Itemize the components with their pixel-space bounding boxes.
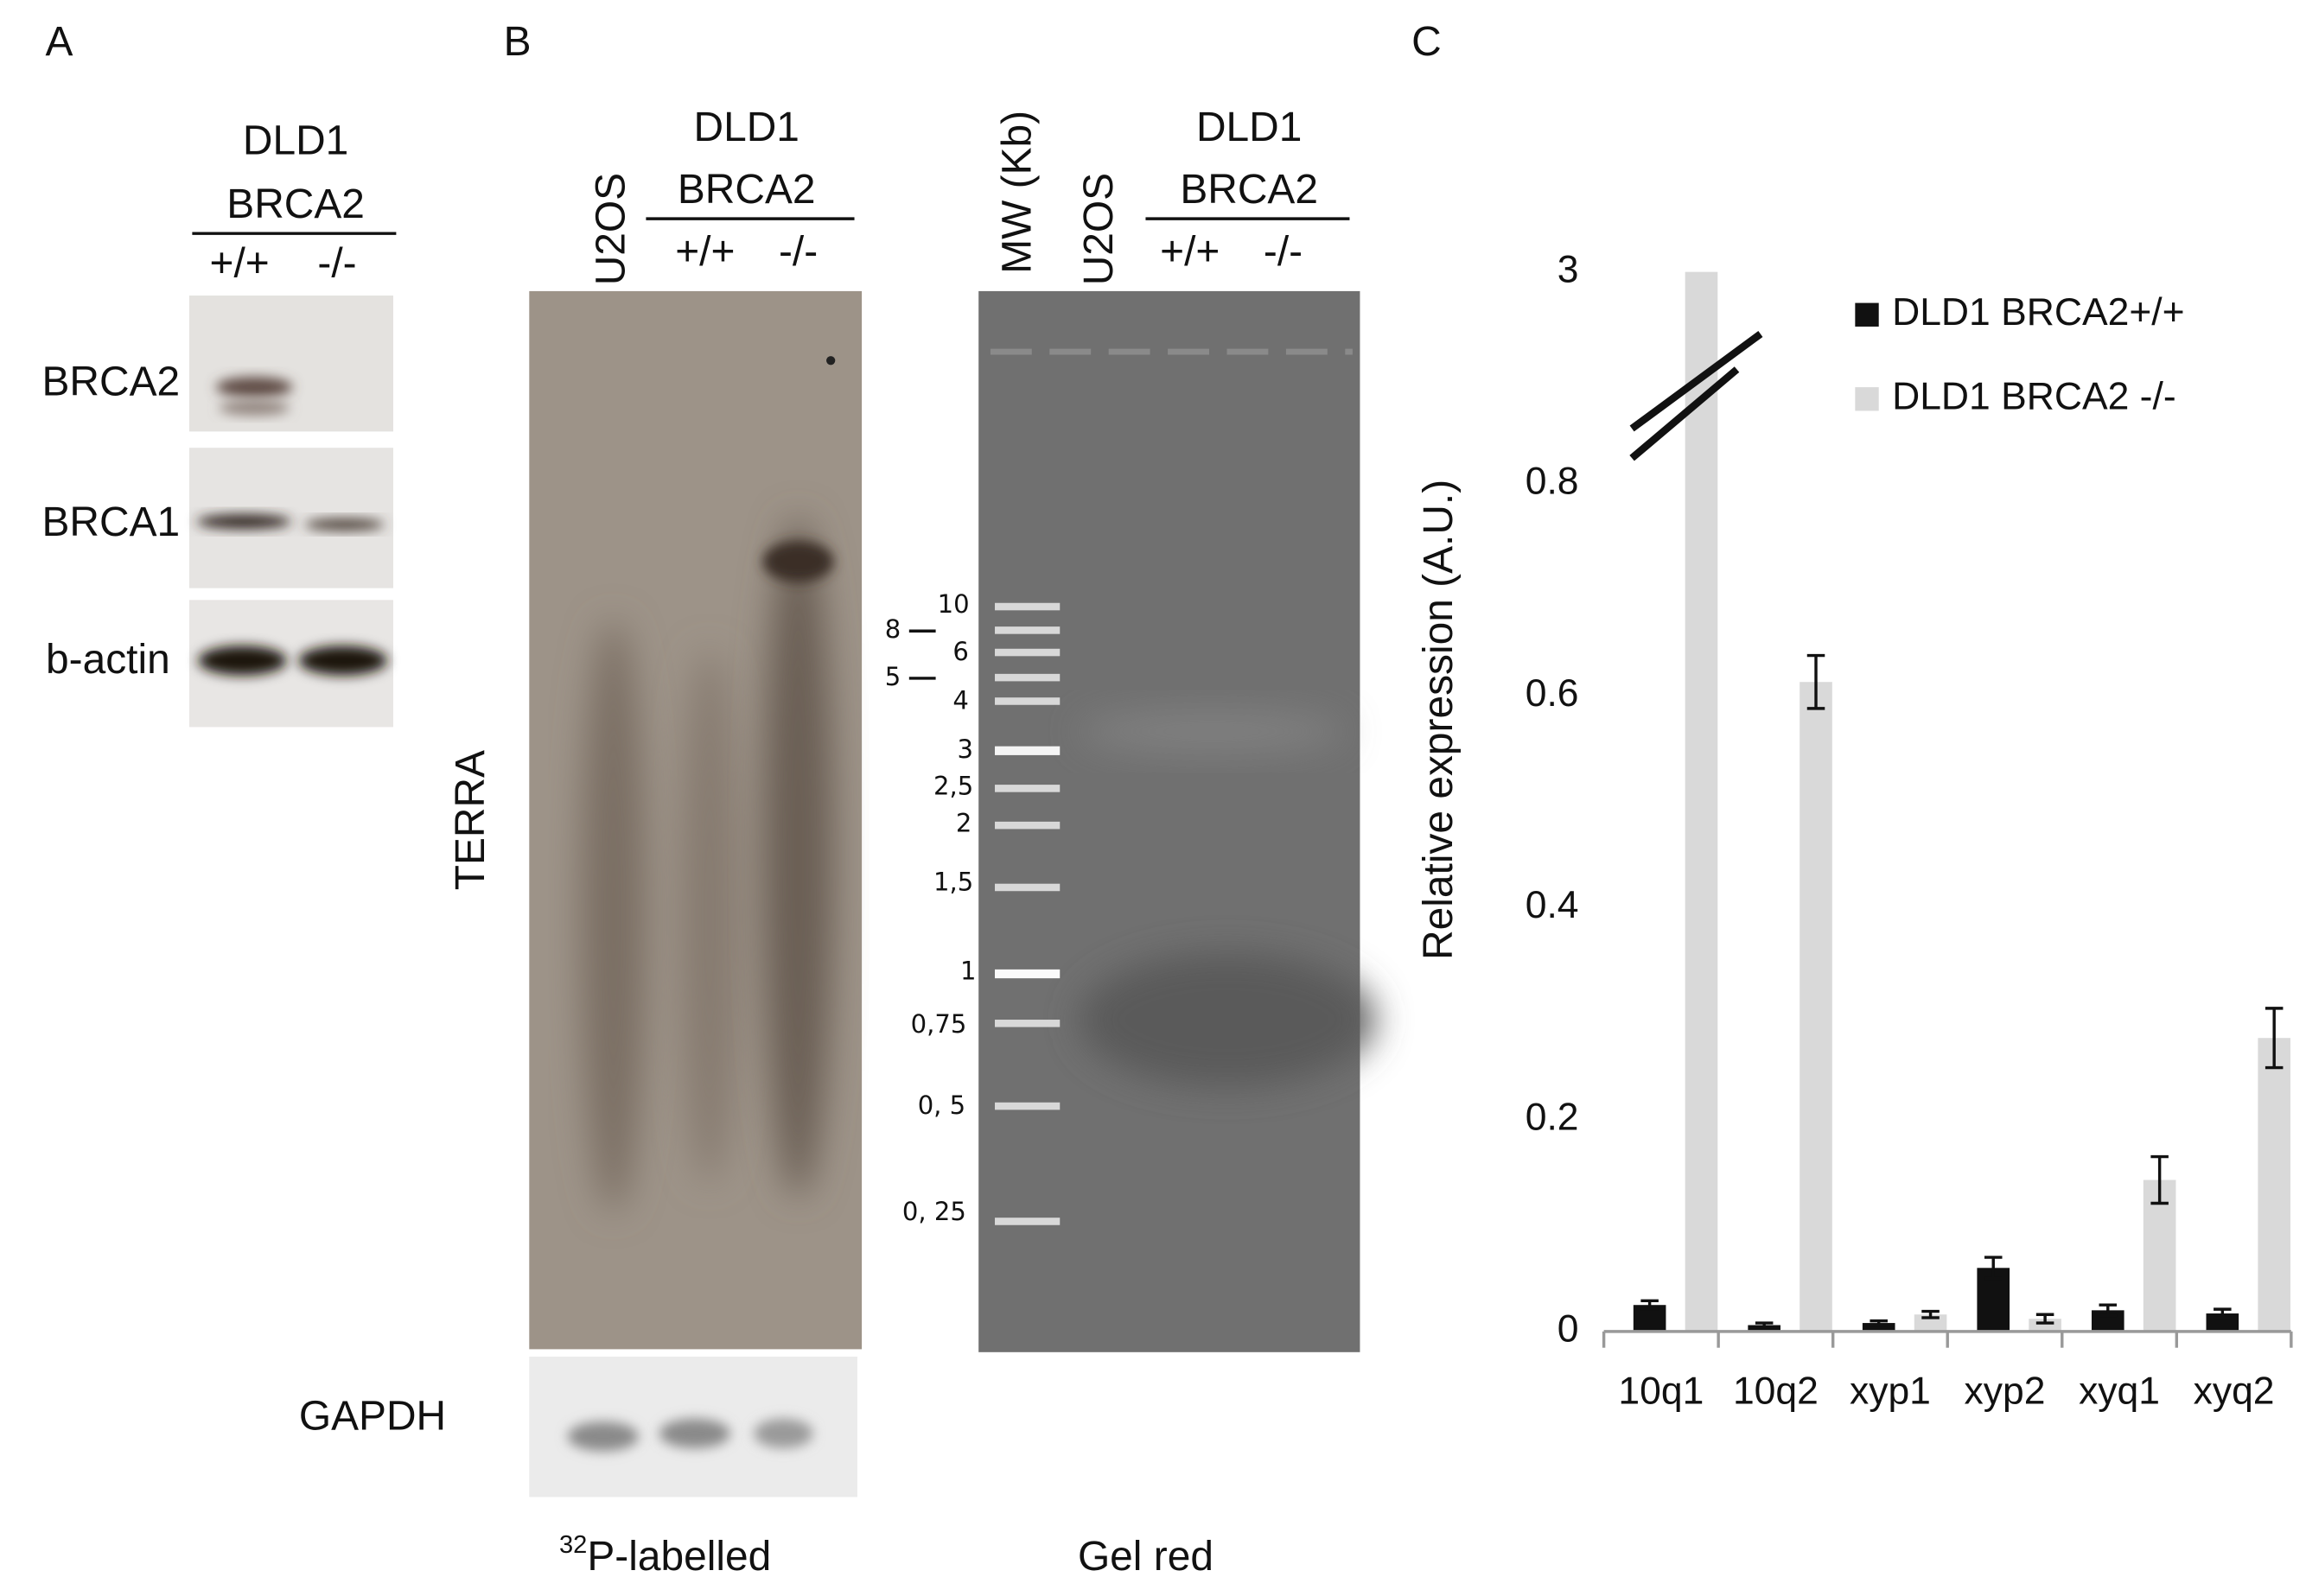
legend-swatch <box>1855 387 1879 411</box>
ladder-label: 8 <box>885 614 901 644</box>
error-bar <box>2099 1303 2118 1318</box>
blot-label: BRCA1 <box>41 499 180 545</box>
western-blots <box>188 296 393 728</box>
agarose-gel <box>978 290 1375 1352</box>
cell-line: DLD1 <box>693 105 799 150</box>
bar-chart: 0 0.2 0.4 0.6 0.8 3 10q1 10q2 xyp1 xyp2 xyq1 xyq2 DL… <box>1526 248 2293 1412</box>
gene: BRCA2 <box>226 181 365 227</box>
lane-label: U2OS <box>588 173 634 285</box>
ladder-label: 1 <box>960 956 977 985</box>
blot-label: b-actin <box>46 637 170 683</box>
ladder-label: 4 <box>952 685 969 715</box>
genotype: +/+ <box>209 240 269 286</box>
ladder-label: 1,5 <box>933 868 973 897</box>
bar <box>1800 682 1832 1332</box>
y-tick-label: 0 <box>1558 1308 1579 1351</box>
genotype: -/- <box>317 240 356 286</box>
panel-letter: C <box>1411 19 1442 65</box>
ladder-label: 0, 25 <box>902 1197 966 1226</box>
ladder-label: 2 <box>956 808 972 837</box>
axis-break <box>1629 331 1763 432</box>
ladder-label: 10 <box>938 589 970 619</box>
error-bar <box>1984 1256 2003 1281</box>
axis-break <box>1629 366 1740 461</box>
blot-label: BRCA2 <box>41 359 180 404</box>
bar <box>1862 1323 1895 1332</box>
bar <box>2258 1038 2290 1332</box>
x-tick-label: xyp1 <box>1850 1370 1931 1412</box>
error-bar <box>2265 1007 2284 1070</box>
x-tick-label: xyq1 <box>2079 1370 2160 1412</box>
lane-label: MW (Kb) <box>995 111 1041 274</box>
legend-label: DLD1 BRCA2+/+ <box>1892 291 2185 334</box>
probe-label: TERRA <box>448 750 494 890</box>
gapdh-blot <box>529 1356 857 1497</box>
ladder-label: 0, 5 <box>918 1090 965 1120</box>
genotype: -/- <box>1264 229 1303 275</box>
gene: BRCA2 <box>678 167 816 213</box>
superscript: 32 <box>559 1531 587 1559</box>
panel-letter: A <box>45 19 73 65</box>
terra-caption: 32P-labelled <box>559 1531 771 1580</box>
ladder-label: 6 <box>952 637 969 666</box>
loading-label: GAPDH <box>299 1393 446 1439</box>
y-axis-label: Relative expression (A.U.) <box>1416 480 1462 960</box>
caption-text: P-labelled <box>587 1534 771 1580</box>
error-bar <box>1640 1299 1659 1311</box>
ladder-labels: 10 8 6 5 4 3 2,5 2 1,5 1 0,75 0, 5 0, 25 <box>885 589 977 1226</box>
error-bar <box>2035 1313 2054 1325</box>
y-tick-label: 0.2 <box>1526 1096 1579 1138</box>
error-bar <box>1921 1309 1940 1319</box>
y-tick-label: 0.8 <box>1526 461 1579 503</box>
terra-northern-blot <box>529 290 863 1350</box>
ladder-label: 0,75 <box>911 1009 967 1039</box>
y-tick-label: 0.4 <box>1526 884 1579 926</box>
bar <box>1685 271 1718 1332</box>
error-bar <box>2150 1154 2169 1205</box>
gel-caption: Gel red <box>1078 1534 1214 1580</box>
y-tick-label: 0.6 <box>1526 672 1579 715</box>
genotype: +/+ <box>675 229 735 275</box>
cell-line: DLD1 <box>1196 105 1302 150</box>
gene: BRCA2 <box>1180 167 1318 213</box>
error-bar <box>1806 653 1825 710</box>
x-tick-label: 10q1 <box>1618 1370 1704 1412</box>
ladder-label: 2,5 <box>933 772 973 801</box>
error-bar <box>2214 1307 2232 1319</box>
y-tick-label: 3 <box>1558 248 1579 290</box>
ladder-label: 3 <box>958 734 974 764</box>
error-bar <box>1870 1319 1888 1327</box>
genotype: -/- <box>779 229 818 275</box>
bar <box>2143 1180 2176 1332</box>
cell-line: DLD1 <box>243 118 348 164</box>
panel-letter: B <box>504 19 532 65</box>
x-tick-label: xyp2 <box>1965 1370 2046 1412</box>
x-tick-label: 10q2 <box>1733 1370 1819 1412</box>
x-tick-label: xyq2 <box>2194 1370 2275 1412</box>
lane-label: U2OS <box>1076 173 1122 285</box>
legend-label: DLD1 BRCA2 -/- <box>1892 376 2176 418</box>
ladder-label: 5 <box>885 662 901 691</box>
legend-swatch <box>1855 302 1879 327</box>
genotype: +/+ <box>1160 229 1220 275</box>
error-bar <box>1755 1321 1774 1329</box>
